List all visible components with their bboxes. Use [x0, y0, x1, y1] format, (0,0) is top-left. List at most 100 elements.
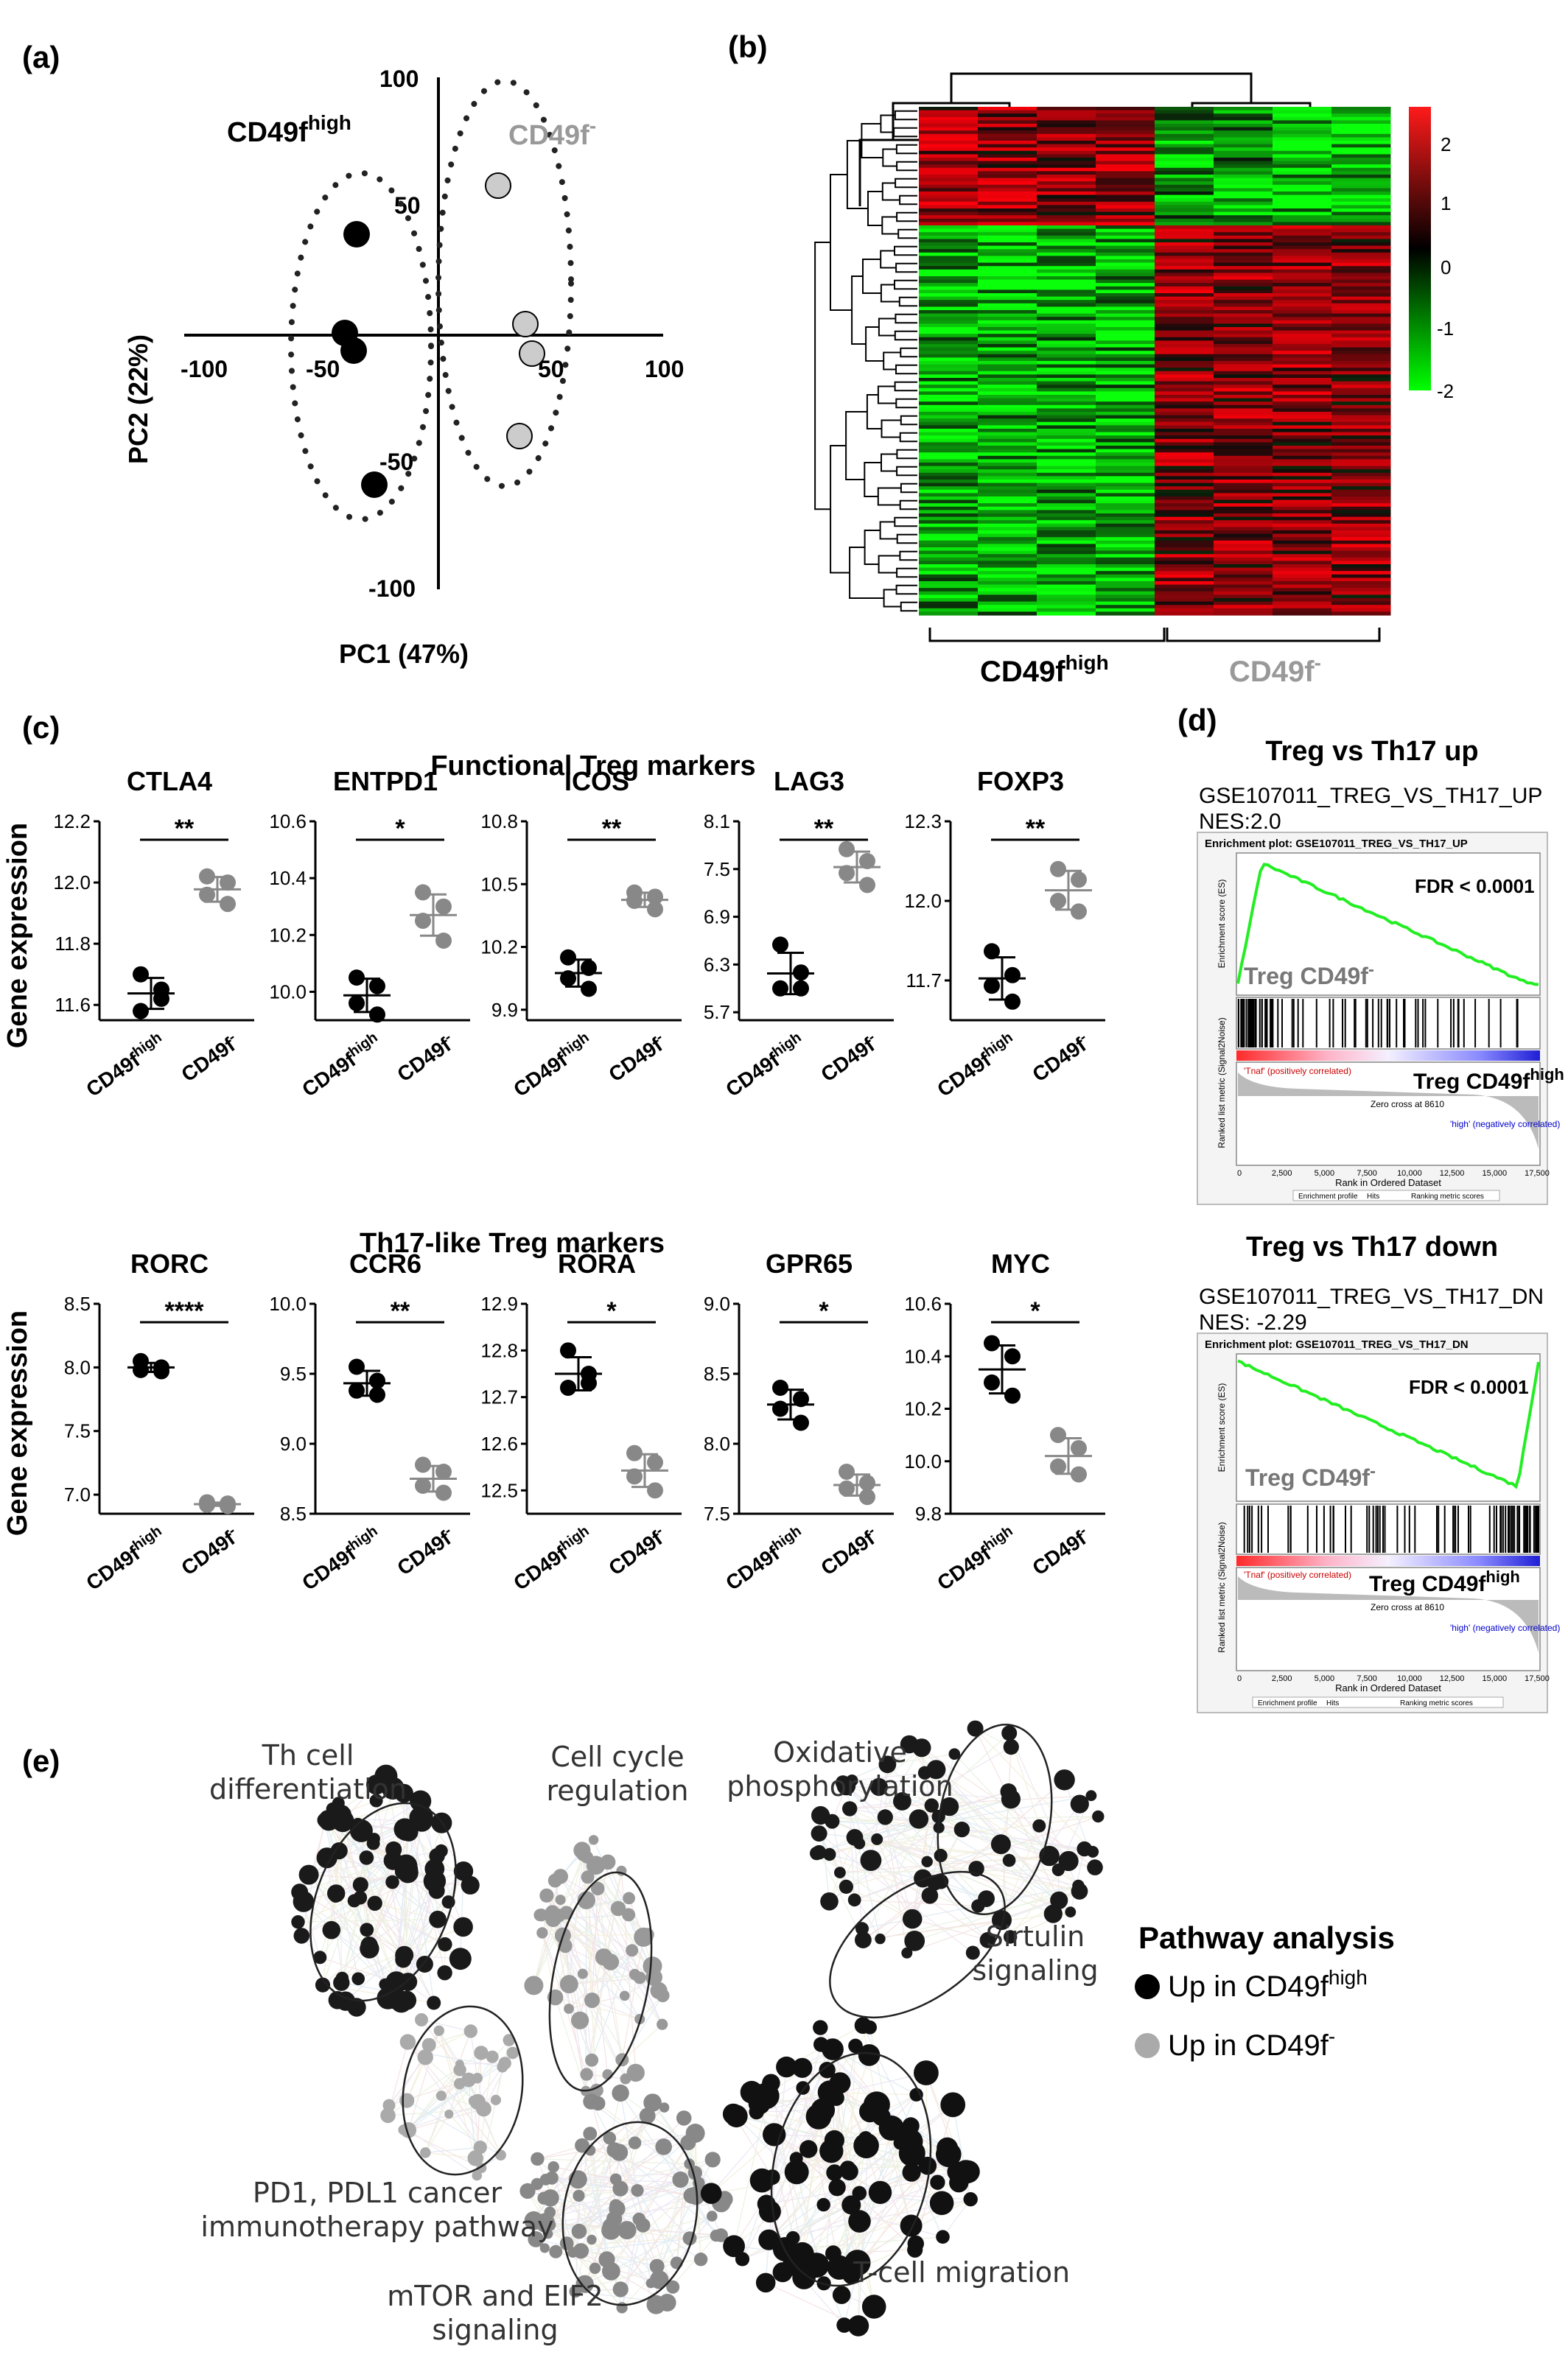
heatmap-cell — [978, 194, 1037, 199]
heatmap-cell — [1155, 286, 1214, 290]
heatmap-cell — [1155, 239, 1214, 243]
network-edge — [448, 2113, 481, 2148]
heatmap-cell — [1331, 601, 1391, 605]
heatmap-cell — [1037, 452, 1096, 457]
heatmap-cell — [1214, 232, 1273, 236]
network-edge — [320, 1956, 397, 1983]
heatmap-cell — [1037, 469, 1096, 474]
dotplot-point — [133, 966, 149, 983]
network-edge — [336, 1870, 405, 1894]
dotplot-tick-label: 5.7 — [704, 1001, 730, 1023]
heatmap-cell — [1214, 357, 1273, 362]
heatmap-cell — [1155, 611, 1214, 616]
heatmap-cell — [1096, 499, 1155, 504]
network-edge — [586, 1900, 663, 2025]
heatmap-cell — [1155, 194, 1214, 199]
network-node — [486, 2050, 499, 2063]
heatmap-cell — [1214, 317, 1273, 321]
network-node — [313, 1951, 327, 1965]
gsea-xtick: 10,000 — [1397, 1674, 1422, 1683]
heatmap-cell — [1096, 340, 1155, 345]
network-node — [967, 1720, 984, 1737]
heatmap-cell — [1037, 435, 1096, 440]
network-edge — [575, 2093, 621, 2292]
dotplot-point — [581, 980, 597, 997]
heatmap-cell — [1037, 300, 1096, 304]
network-node — [564, 2004, 574, 2014]
heatmap-cell — [1273, 594, 1332, 599]
heatmap-cell — [1155, 608, 1214, 612]
heatmap-cell — [978, 438, 1037, 443]
heatmap-cell — [978, 228, 1037, 233]
heatmap-cell — [1037, 466, 1096, 470]
scale-tick: 0 — [1441, 256, 1451, 278]
heatmap-cell — [1214, 283, 1273, 287]
heatmap-cell — [919, 323, 979, 328]
heatmap-cell — [1331, 194, 1391, 199]
heatmap-cell — [1096, 120, 1155, 124]
network-node — [670, 2256, 683, 2270]
dotplot-point — [859, 853, 875, 869]
heatmap-cell — [1096, 371, 1155, 375]
heatmap-cell — [1331, 469, 1391, 474]
heatmap-cell — [1155, 283, 1214, 287]
dotplot-point — [349, 1382, 365, 1399]
heatmap-cell — [1096, 130, 1155, 135]
heatmap-cell — [1273, 588, 1332, 592]
dotplot-point — [647, 901, 663, 918]
heatmap-cell — [1273, 164, 1332, 169]
heatmap-cell — [1331, 557, 1391, 561]
heatmap-cell — [1037, 334, 1096, 338]
heatmap-cell — [1096, 205, 1155, 209]
heatmap-cell — [1214, 459, 1273, 463]
heatmap-cell — [1155, 412, 1214, 416]
network-edge — [537, 2158, 690, 2165]
row-dendrogram-branch — [866, 394, 882, 429]
network-edge — [407, 1881, 435, 1982]
gsea-xtick: 12,500 — [1440, 1674, 1465, 1683]
heatmap-cell — [919, 222, 979, 226]
heatmap-cell — [1037, 421, 1096, 426]
heatmap-cell — [1037, 225, 1096, 230]
heatmap-cell — [1155, 533, 1214, 538]
heatmap-cell — [1273, 242, 1332, 247]
heatmap-cell — [1331, 486, 1391, 491]
dotplot-point — [859, 1489, 875, 1506]
heatmap-cell — [978, 408, 1037, 413]
network-node — [589, 2083, 603, 2097]
dotplot-title: FOXP3 — [977, 766, 1064, 796]
heatmap-cell — [1331, 107, 1391, 111]
heatmap-cell — [1096, 296, 1155, 301]
heatmap-cell — [1214, 480, 1273, 484]
heatmap-cell — [1273, 110, 1332, 114]
heatmap-cell — [1331, 127, 1391, 131]
network-edge — [429, 2030, 471, 2046]
heatmap-cell — [1096, 320, 1155, 324]
gsea-down-es-box — [1236, 1353, 1541, 1502]
heatmap-cell — [1214, 110, 1273, 114]
heatmap-cell — [1096, 192, 1155, 196]
heatmap-cell — [1331, 476, 1391, 480]
network-node — [622, 1908, 636, 1922]
heatmap-cell — [1214, 141, 1273, 145]
row-dendrogram-branch — [894, 330, 917, 341]
heatmap-cell — [978, 395, 1037, 399]
heatmap-cell — [919, 205, 979, 209]
dotplot-point — [793, 1391, 809, 1408]
heatmap-cell — [1155, 306, 1214, 311]
heatmap-cell — [1155, 527, 1214, 531]
heatmap-cell — [1214, 611, 1273, 616]
heatmap-cell — [1155, 455, 1214, 460]
heatmap-cell — [1037, 401, 1096, 406]
dotplot-point — [560, 949, 576, 966]
network-edge — [552, 1912, 654, 1978]
network-edge — [1001, 1825, 1040, 1920]
heatmap-cell — [1214, 273, 1273, 277]
heatmap-cell — [1214, 476, 1273, 480]
cluster-ellipse-pd1 — [402, 2005, 524, 2176]
heatmap-cell — [1155, 303, 1214, 307]
heatmap-cell — [1214, 455, 1273, 460]
network-edge — [581, 2145, 623, 2309]
heatmap-cell — [919, 438, 979, 443]
